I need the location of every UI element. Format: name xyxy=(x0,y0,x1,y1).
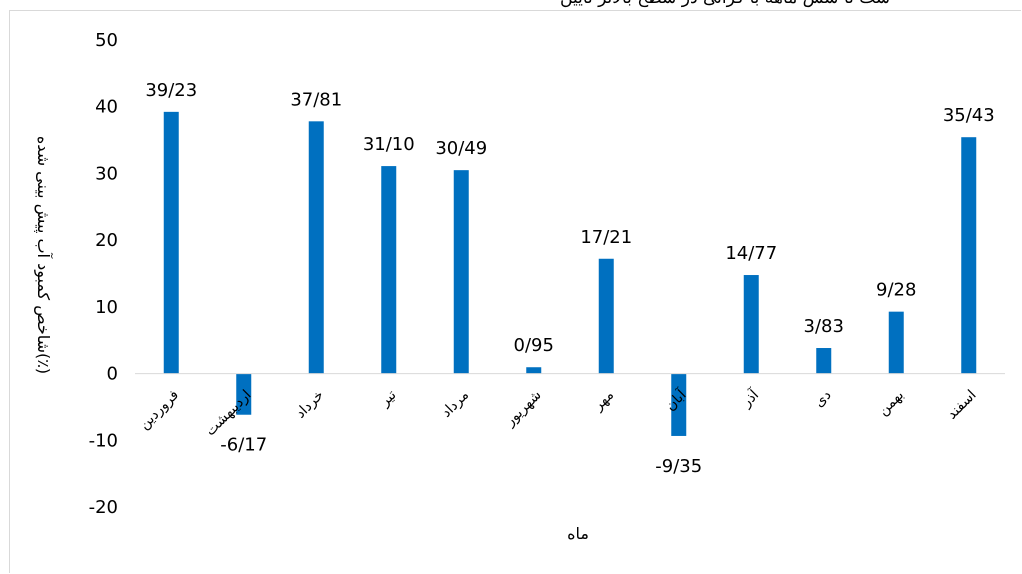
bar xyxy=(816,348,832,374)
bar xyxy=(526,367,542,374)
y-axis-label: شاخص کمبود آب پیش بینی شده(٪) xyxy=(33,136,53,374)
data-label: 3/83 xyxy=(804,316,844,337)
y-tick-label: 0 xyxy=(107,364,118,385)
data-labels: 39/23 -6/17 37/81 31/10 30/49 0/95 17/21 -9/35 1… xyxy=(145,80,994,477)
y-tick-label: 50 xyxy=(95,30,118,51)
data-label: 37/81 xyxy=(290,89,342,110)
chart-frame xyxy=(9,10,1021,573)
bar xyxy=(163,111,179,374)
y-tick-label: 10 xyxy=(95,297,118,318)
data-label: 39/23 xyxy=(145,80,197,101)
data-label: 31/10 xyxy=(363,134,415,155)
bar xyxy=(671,373,687,436)
category-label: دی xyxy=(811,387,834,410)
category-label: شهریور xyxy=(502,387,545,430)
y-tick-label: 30 xyxy=(95,163,118,184)
category-label: بهمن xyxy=(875,387,907,419)
y-tick-label: -20 xyxy=(89,497,118,518)
bars xyxy=(163,111,977,436)
bar xyxy=(961,137,977,374)
category-label: مهر xyxy=(590,387,617,414)
data-label: 30/49 xyxy=(435,138,487,159)
bar xyxy=(381,166,397,374)
y-axis-ticks: -20 -10 0 10 20 30 40 50 xyxy=(89,30,118,518)
data-label: 17/21 xyxy=(580,227,632,248)
bar xyxy=(743,275,759,374)
y-tick-label: -10 xyxy=(89,430,118,451)
x-axis-label: ماه xyxy=(567,524,589,543)
bar xyxy=(236,373,252,415)
category-label: آذر xyxy=(737,386,762,411)
category-labels: فروردین اردیبهشت خرداد تیر مرداد شهریور مهر آبا… xyxy=(136,386,979,440)
y-tick-label: 40 xyxy=(95,97,118,118)
chart-title: ست تا شش ماهه با کرانی در سطح بالاتر نای… xyxy=(560,0,890,8)
category-label: تیر xyxy=(376,387,399,410)
bar xyxy=(888,311,904,374)
data-label: 9/28 xyxy=(876,280,916,301)
y-tick-label: 20 xyxy=(95,230,118,251)
data-label: -6/17 xyxy=(220,435,267,456)
bar xyxy=(308,121,324,374)
bar xyxy=(453,170,469,374)
category-label: مرداد xyxy=(438,387,472,421)
category-label: خرداد xyxy=(293,387,327,421)
bar xyxy=(598,258,614,374)
data-label: 0/95 xyxy=(514,335,554,356)
data-label: -9/35 xyxy=(655,456,702,477)
category-label: اسفند xyxy=(944,387,980,423)
category-label: فروردین xyxy=(136,387,182,433)
data-label: 14/77 xyxy=(725,243,777,264)
data-label: 35/43 xyxy=(943,105,995,126)
